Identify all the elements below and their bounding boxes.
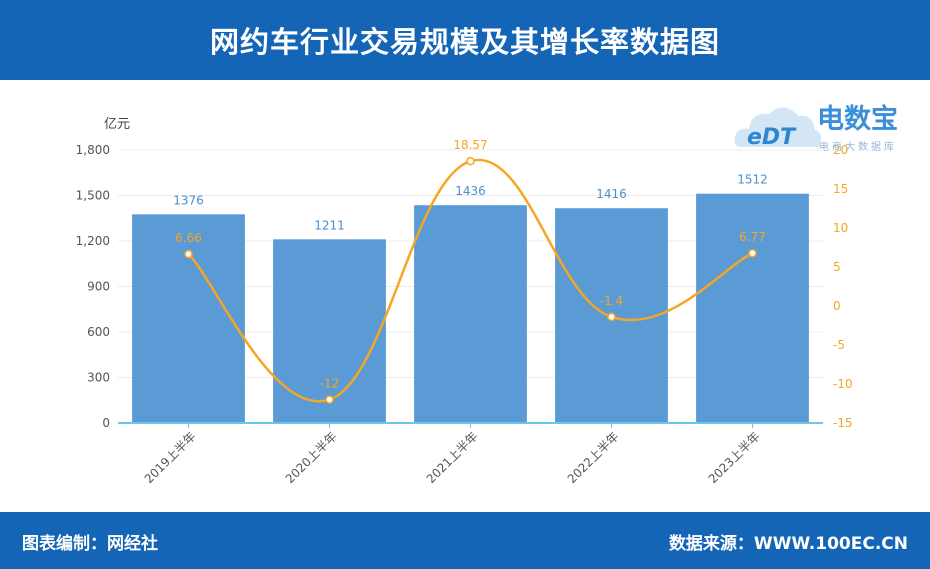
- x-tick-label: 2022上半年: [565, 429, 622, 486]
- edt-logo: eDT 电数宝 电商大数据库: [733, 92, 923, 162]
- y-right-tick-label: -10: [833, 377, 853, 391]
- y-left-tick-label: 600: [87, 325, 110, 339]
- bar: [414, 205, 527, 423]
- bar-value-label: 1512: [737, 173, 768, 187]
- y-right-tick-label: 10: [833, 221, 848, 235]
- growth-value-label: 6.77: [739, 230, 766, 244]
- growth-line: [187, 158, 754, 403]
- chart-title: 网约车行业交易规模及其增长率数据图: [209, 25, 720, 59]
- y-left-tick-label: 300: [87, 371, 110, 385]
- growth-value-label: -1.4: [600, 294, 623, 308]
- x-tick-label: 2019上半年: [142, 429, 199, 486]
- growth-point: [184, 249, 193, 259]
- growth-point: [466, 156, 475, 166]
- bar-value-label: 1436: [455, 184, 486, 198]
- growth-value-label: 18.57: [453, 138, 487, 152]
- y-right-tick-label: 0: [833, 299, 841, 313]
- growth-value-label: 6.66: [175, 231, 202, 245]
- footer-source: 数据来源：WWW.100EC.CN: [668, 534, 908, 554]
- y-left-tick-label: 0: [102, 416, 110, 430]
- logo-mark: eDT: [747, 125, 797, 150]
- y-left-tick-label: 900: [87, 280, 110, 294]
- growth-point: [325, 395, 334, 404]
- growth-value-label: -12: [320, 377, 340, 391]
- y-left-tick-label: 1,200: [76, 234, 110, 248]
- chart-labels: 1376 1211 1436 1416 1512 6.66 -12 18.57 -1.4 6.77: [173, 138, 768, 390]
- chart-bars: [132, 193, 809, 423]
- y-left-unit-label: 亿元: [104, 117, 130, 132]
- growth-point: [607, 312, 616, 322]
- footer-bar: 图表编制：网经社 数据来源：WWW.100EC.CN: [0, 512, 930, 569]
- y-left-tick-label: 1,500: [76, 189, 110, 203]
- chart-line: [184, 156, 757, 404]
- bar-value-label: 1376: [173, 193, 204, 207]
- y-right-tick-label: 20: [833, 143, 848, 157]
- cloud-icon: [734, 107, 822, 147]
- logo-tagline: 电商大数据库: [819, 140, 897, 153]
- growth-point: [748, 248, 757, 258]
- bar-value-label: 1416: [596, 187, 627, 201]
- x-tick-label: 2020上半年: [283, 429, 340, 486]
- logo-name: 电数宝: [817, 103, 898, 135]
- bar-value-label: 1211: [314, 218, 345, 232]
- y-right-tick-label: 15: [833, 182, 848, 196]
- title-banner: 网约车行业交易规模及其增长率数据图: [0, 0, 930, 80]
- chart-canvas: 0 300 600 900 1,200 1,500 1,800 -15 -10 -5 0 5 10 15 2…: [76, 117, 853, 486]
- y-right-tick-label: -15: [833, 416, 853, 430]
- y-right-tick-label: -5: [833, 338, 845, 352]
- bar: [696, 193, 809, 423]
- footer-editor: 图表编制：网经社: [22, 534, 158, 554]
- bar: [132, 214, 245, 423]
- x-tick-label: 2023上半年: [706, 429, 763, 486]
- y-left-tick-label: 1,800: [76, 143, 110, 157]
- x-tick-label: 2021上半年: [424, 429, 481, 486]
- y-right-tick-label: 5: [833, 260, 841, 274]
